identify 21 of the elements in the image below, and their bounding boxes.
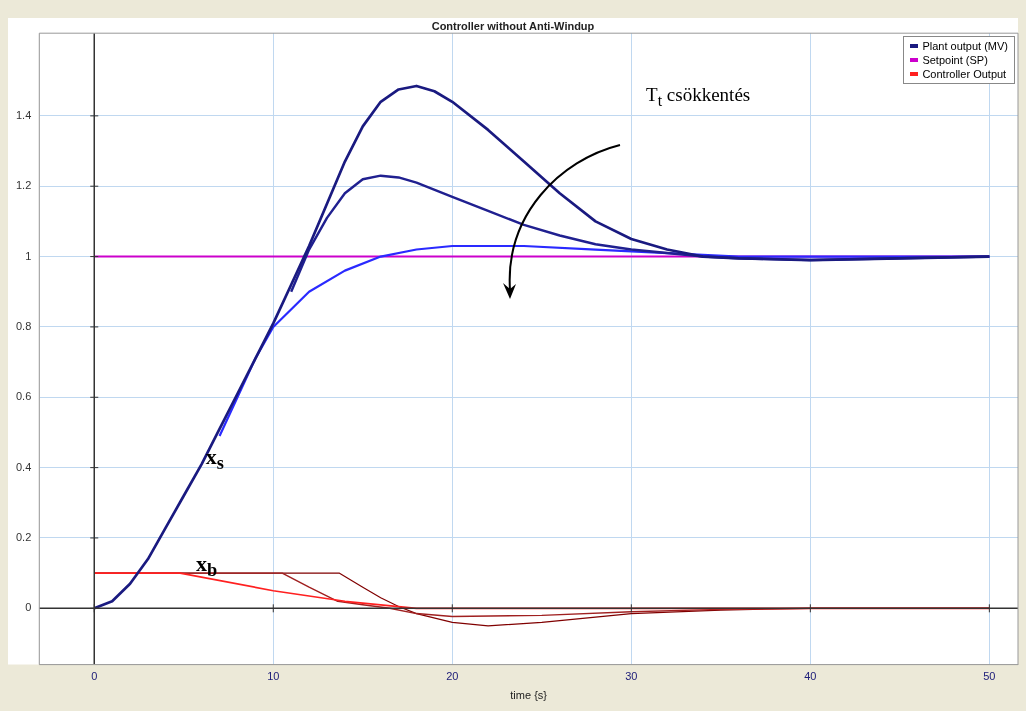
annotation: x$_{s}$ bbox=[205, 443, 224, 474]
y-tick-label: 0.4 bbox=[15, 460, 32, 473]
y-tick-label: 0 bbox=[25, 601, 32, 614]
y-tick-label: 0.8 bbox=[15, 319, 32, 332]
x-tick-label: 40 bbox=[804, 670, 817, 683]
annotation: T$_{t}$ csökkentés bbox=[646, 83, 751, 110]
y-tick-label: 1 bbox=[25, 249, 32, 262]
y-tick-label: 0.2 bbox=[15, 531, 32, 543]
legend-label: Controller Output bbox=[922, 67, 1007, 82]
legend-label: Plant output (MV) bbox=[922, 39, 1008, 54]
legend-label: Setpoint (SP) bbox=[922, 53, 988, 68]
x-axis-title: time {s} bbox=[510, 689, 548, 702]
chart-title: Controller without Anti-Windup bbox=[431, 19, 595, 32]
x-tick-label: 10 bbox=[267, 670, 280, 683]
x-tick-label: 0 bbox=[91, 670, 98, 683]
x-tick-label: 20 bbox=[446, 670, 459, 683]
y-tick-label: 1.4 bbox=[15, 108, 32, 121]
x-tick-label: 30 bbox=[625, 670, 638, 683]
y-tick-label: 1.2 bbox=[15, 179, 32, 192]
x-tick-label: 50 bbox=[983, 670, 996, 683]
y-tick-label: 0.6 bbox=[15, 390, 32, 403]
